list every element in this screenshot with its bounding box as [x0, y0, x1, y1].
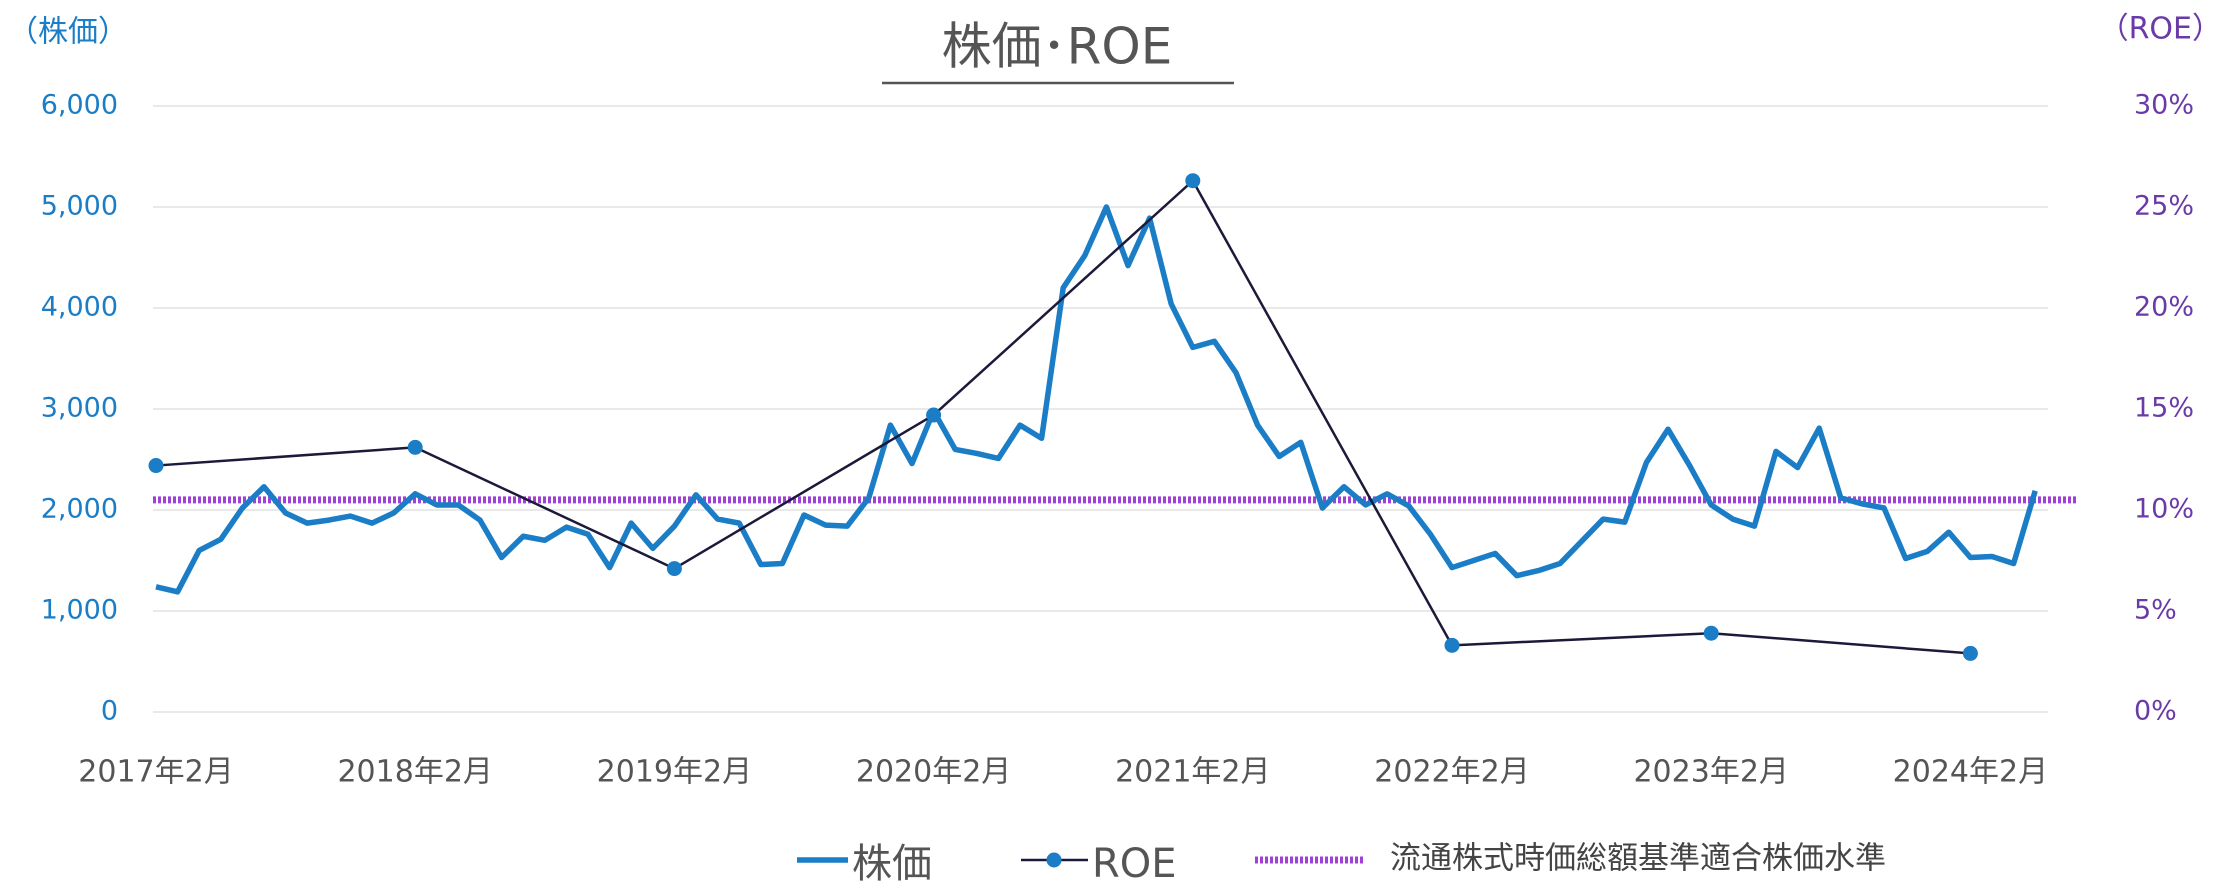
y-tick-label: 0	[101, 696, 118, 727]
y-axis-label: （株価）	[8, 15, 128, 50]
legend-label: ROE	[1092, 841, 1177, 887]
x-tick-label: 2022年2月	[1374, 755, 1529, 790]
x-tick-label: 2024年2月	[1893, 755, 2048, 790]
chart-title: 株価･ROE	[942, 18, 1173, 76]
x-tick-label: 2023年2月	[1633, 755, 1788, 790]
roe-marker	[407, 439, 423, 455]
roe-marker	[1444, 637, 1460, 653]
y-tick-label: 5,000	[41, 191, 118, 222]
y2-tick-label: 15%	[2134, 393, 2194, 424]
legend-marker	[1046, 852, 1062, 868]
y2-tick-label: 10%	[2134, 494, 2194, 525]
y-tick-label: 3,000	[41, 393, 118, 424]
y-tick-label: 6,000	[41, 90, 118, 121]
roe-marker	[1703, 625, 1719, 641]
y-tick-label: 4,000	[41, 292, 118, 323]
y2-tick-label: 30%	[2134, 90, 2194, 121]
y2-axis-label: （ROE）	[2099, 12, 2222, 47]
x-tick-label: 2021年2月	[1115, 755, 1270, 790]
series-line	[155, 179, 1971, 655]
x-tick-label: 2020年2月	[856, 755, 1011, 790]
roe-marker	[666, 561, 682, 577]
roe-marker	[1185, 173, 1201, 189]
legend-label: 流通株式時価総額基準適合株価水準	[1390, 841, 1886, 877]
x-tick-label: 2018年2月	[337, 755, 492, 790]
y2-tick-label: 25%	[2134, 191, 2194, 222]
roe-marker	[1962, 645, 1978, 661]
legend-label: 株価	[852, 841, 932, 887]
y2-tick-label: 5%	[2134, 595, 2177, 626]
y2-tick-label: 20%	[2134, 292, 2194, 323]
x-tick-label: 2019年2月	[597, 755, 752, 790]
series-line	[155, 204, 2038, 595]
roe-marker	[148, 458, 164, 474]
y2-tick-label: 0%	[2134, 696, 2177, 727]
roe-marker	[926, 407, 942, 423]
y-tick-label: 1,000	[41, 595, 118, 626]
x-tick-label: 2017年2月	[78, 755, 233, 790]
y-tick-label: 2,000	[41, 494, 118, 525]
